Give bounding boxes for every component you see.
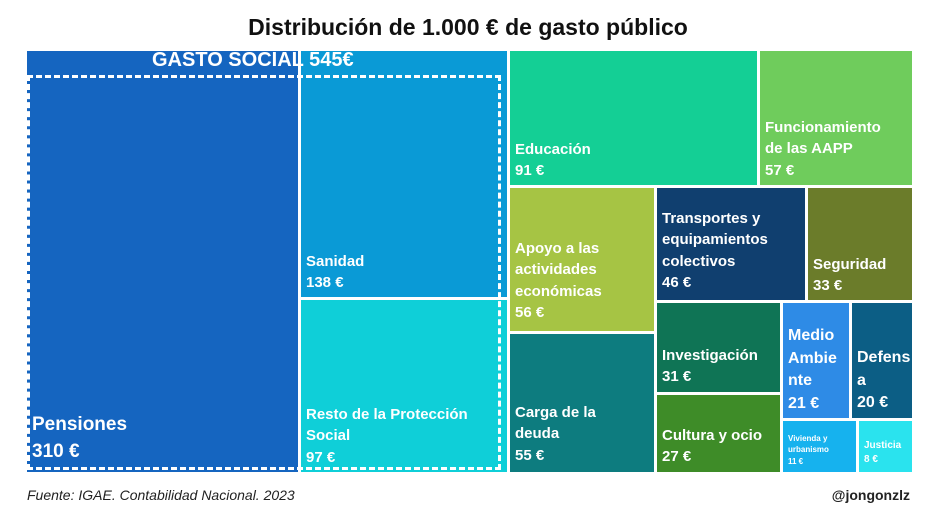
treemap-tile-cultura-ocio: Cultura y ocio 27 €	[655, 393, 782, 474]
treemap-tile-educacion: Educación 91 €	[508, 49, 759, 187]
chart-title: Distribución de 1.000 € de gasto público	[248, 14, 688, 40]
tile-value-funcionamiento-aapp: 57 €	[765, 161, 795, 179]
tile-label-apoyo-actividades-economicas: Apoyo a las actividades económicas	[515, 240, 602, 300]
tile-label-justicia: Justicia	[864, 440, 902, 451]
tile-label-funcionamiento-aapp: Funcionamiento de las AAPP	[765, 119, 881, 158]
tile-value-cultura-ocio: 27 €	[662, 448, 692, 466]
tile-value-sanidad: 138 €	[306, 274, 344, 292]
tile-label-carga-deuda: Carga de la deuda	[515, 404, 596, 443]
treemap-tile-sanidad: Sanidad 138 €	[299, 49, 509, 299]
treemap-tile-vivienda-urbanismo: Vivienda y urbanismo 11 €	[781, 419, 858, 474]
tile-label-seguridad: Seguridad	[813, 256, 887, 273]
treemap-tile-transportes-equipamientos: Transportes y equipamientos colectivos 46…	[655, 186, 807, 302]
tile-value-pensiones: 310 €	[32, 441, 80, 463]
tile-value-defensa: 20 €	[857, 394, 889, 412]
treemap-tile-funcionamiento-aapp: Funcionamiento de las AAPP 57 €	[758, 49, 914, 187]
treemap-tile-investigacion: Investigación 31 €	[655, 301, 782, 394]
tile-value-medio-ambiente: 21 €	[788, 395, 820, 413]
tile-value-vivienda-urbanismo: 11 €	[788, 456, 804, 466]
author-credit: @jongonzlz	[831, 487, 910, 503]
tile-value-resto-proteccion-social: 97 €	[306, 448, 336, 466]
gasto-social-label: GASTO SOCIAL 545€	[152, 49, 354, 72]
source-note: Fuente: IGAE. Contabilidad Nacional. 202…	[27, 487, 295, 503]
tile-value-seguridad: 33 €	[813, 277, 843, 295]
tile-label-sanidad: Sanidad	[306, 253, 365, 270]
tile-label-transportes-equipamientos: Transportes y equipamientos colectivos	[662, 210, 768, 270]
gasto-social-group-label: GASTO SOCIAL	[152, 49, 304, 71]
tile-value-justicia: 8 €	[864, 454, 878, 466]
tile-value-educacion: 91 €	[515, 162, 545, 180]
tile-value-apoyo-actividades-economicas: 56 €	[515, 303, 545, 321]
tile-label-medio-ambiente: Medio Ambie nte	[788, 327, 837, 390]
tile-label-defensa: Defens a	[857, 349, 911, 389]
tile-label-investigacion: Investigación	[662, 347, 758, 364]
treemap-tile-pensiones: Pensiones 310 €	[25, 49, 300, 474]
treemap-tile-carga-deuda: Carga de la deuda 55 €	[508, 332, 656, 474]
tile-value-carga-deuda: 55 €	[515, 446, 545, 464]
treemap-tile-medio-ambiente: Medio Ambie nte 21 €	[781, 301, 851, 420]
treemap-tile-seguridad: Seguridad 33 €	[806, 186, 914, 302]
tile-label-cultura-ocio: Cultura y ocio	[662, 427, 763, 444]
tile-label-pensiones: Pensiones	[32, 414, 128, 436]
tile-value-investigacion: 31 €	[662, 368, 692, 386]
tile-value-transportes-equipamientos: 46 €	[662, 273, 692, 291]
treemap-tile-resto-proteccion-social: Resto de la Protección Social 97 €	[299, 298, 509, 474]
treemap-tile-apoyo-actividades-economicas: Apoyo a las actividades económicas 56 €	[508, 186, 656, 333]
treemap-tile-defensa: Defens a 20 €	[850, 301, 914, 420]
treemap-tile-justicia: Justicia 8 €	[857, 419, 914, 474]
gasto-social-group-value: 545€	[309, 49, 354, 71]
tile-label-vivienda-urbanismo: Vivienda y urbanismo	[788, 434, 829, 455]
tile-label-resto-proteccion-social: Resto de la Protección Social	[306, 406, 468, 445]
tile-label-educacion: Educación	[515, 141, 591, 158]
